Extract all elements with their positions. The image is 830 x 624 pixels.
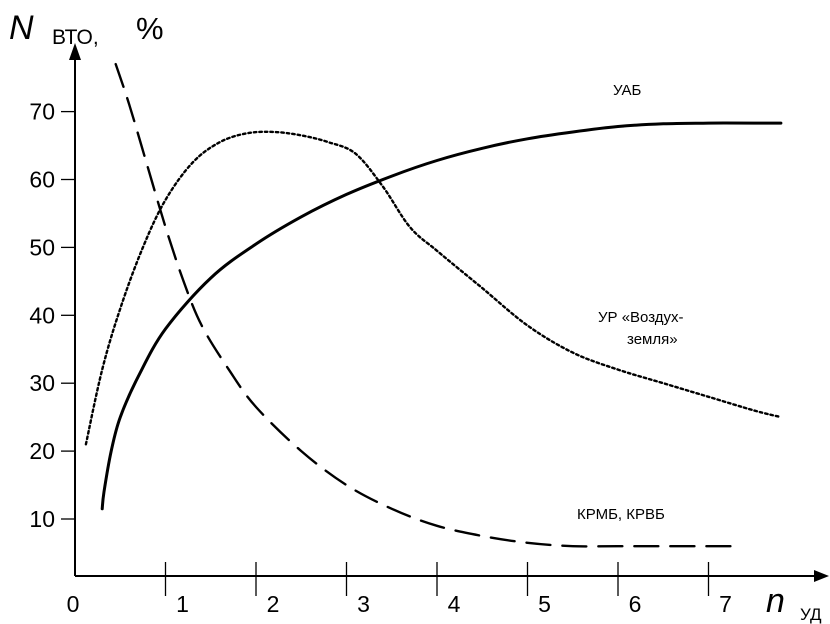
- y-axis-var: N: [9, 9, 34, 47]
- x-tick-label-3: 3: [357, 591, 370, 617]
- y-axis-arrow: [69, 43, 81, 60]
- origin-label: 0: [67, 591, 80, 617]
- annotation-uab: УАБ: [613, 82, 642, 99]
- x-axis-arrow: [814, 570, 829, 582]
- x-tick-label-6: 6: [629, 591, 642, 617]
- x-tick-label-7: 7: [719, 591, 732, 617]
- y-axis-sub: ВТО,: [52, 26, 99, 49]
- y-tick-label-50: 50: [29, 234, 55, 260]
- y-tick-label-70: 70: [29, 99, 55, 125]
- y-tick-label-40: 40: [29, 302, 55, 328]
- x-axis-sub: УД: [800, 605, 822, 624]
- y-tick-label-10: 10: [29, 506, 55, 532]
- axes: [69, 43, 829, 582]
- series-line-krmb-krvb: [114, 62, 742, 548]
- x-tick-label-5: 5: [538, 591, 551, 617]
- annotation-krmb: КРМБ, КРВБ: [577, 506, 665, 523]
- y-ticks: 10 20 30 40 50 60 70: [29, 99, 75, 532]
- series-layer: [84, 62, 783, 548]
- annotation-ur-line2: земля»: [627, 331, 678, 348]
- x-ticks: 1 2 3 4 5 6 7: [164, 562, 732, 617]
- y-tick-label-60: 60: [29, 167, 55, 193]
- x-axis-title: n УД: [766, 582, 822, 624]
- series-line-uab: [100, 121, 783, 511]
- x-tick-label-1: 1: [176, 591, 189, 617]
- series-line-ur-air-ground: [84, 130, 783, 446]
- x-axis-var: n: [766, 582, 785, 620]
- y-axis-unit: %: [136, 11, 164, 46]
- y-tick-label-30: 30: [29, 370, 55, 396]
- y-tick-label-20: 20: [29, 438, 55, 464]
- x-tick-label-4: 4: [448, 591, 461, 617]
- x-tick-label-2: 2: [267, 591, 280, 617]
- y-axis-title: N ВТО, %: [9, 9, 164, 49]
- annotation-ur-line1: УР «Воздух-: [598, 309, 684, 326]
